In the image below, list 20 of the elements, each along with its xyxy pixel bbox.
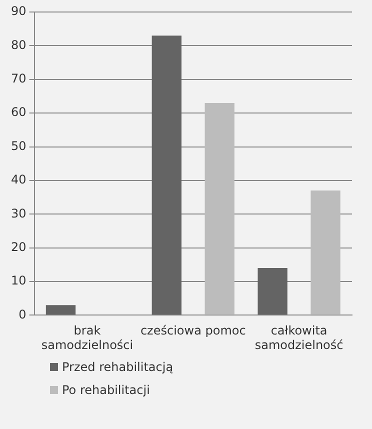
y-tick-label: 30 [10,206,26,220]
x-tick-label: całkowita samodzielność [254,324,344,352]
x-tick-label: brak samodzielności [41,324,134,352]
y-tick-label: 10 [10,274,26,288]
legend-label: Po rehabilitacji [62,383,150,397]
x-tick-label: cześciowa pomoc [140,324,246,338]
y-tick-label: 80 [10,38,26,52]
y-tick-label: 40 [10,172,26,187]
y-tick-label: 60 [10,105,26,120]
bar [46,305,76,315]
y-tick-label: 50 [10,138,26,153]
y-tick-label: 0 [18,307,26,322]
y-tick-label: 90 [10,4,26,18]
y-tick-label: 70 [10,72,26,86]
bar [204,102,234,315]
y-tick-label: 20 [10,240,26,254]
legend-label: Przed rehabilitacją [62,360,174,374]
bar [152,36,182,315]
bar [310,190,340,315]
bar [258,268,288,315]
